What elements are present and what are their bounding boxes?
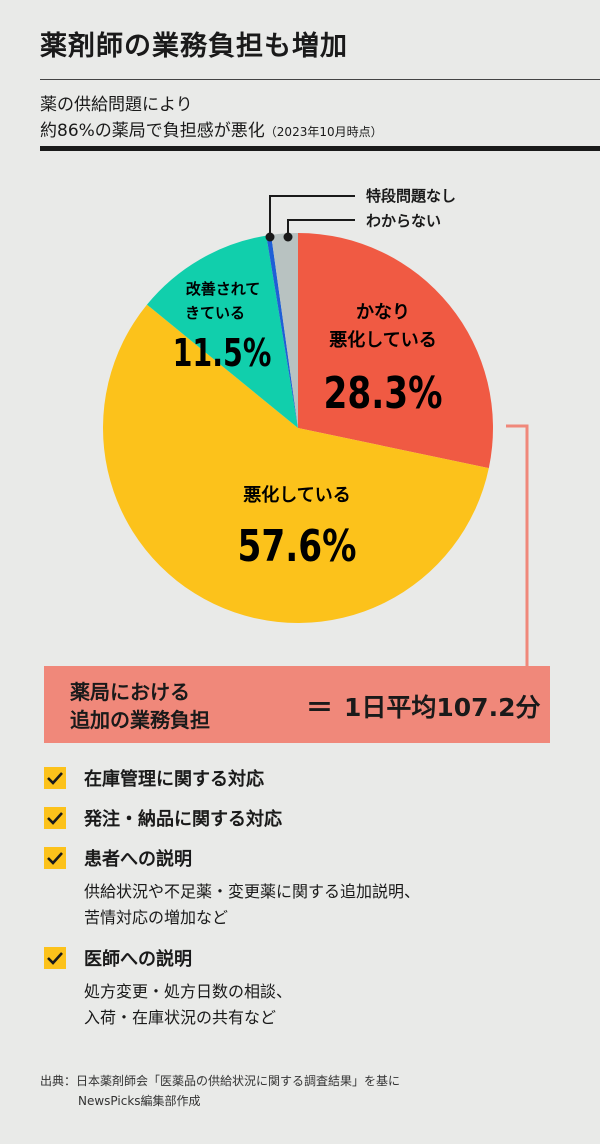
item-label: 医師への説明 — [84, 949, 192, 970]
connector-dot-tokudan — [265, 232, 275, 242]
source-line-2: NewsPicks編集部作成 — [78, 1094, 201, 1108]
item-label: 患者への説明 — [84, 849, 192, 870]
checkmark-icon — [44, 947, 66, 969]
list-item: 患者への説明 供給状況や不足薬・変更薬に関する追加説明、 苦情対応の増加など — [44, 845, 584, 931]
pie-chart: 特段問題なし わからない かなり 悪化している 28.3% 悪化している 57.… — [102, 187, 529, 666]
list-item: 医師への説明 処方変更・処方日数の相談、 入荷・在庫状況の共有など — [44, 945, 584, 1031]
item-detail-line: 処方変更・処方日数の相談、 — [84, 982, 293, 1001]
item-detail: 処方変更・処方日数の相談、 入荷・在庫状況の共有など — [84, 979, 584, 1031]
legend-wakaranai: わからない — [366, 212, 441, 230]
item-detail-line: 入荷・在庫状況の共有など — [84, 1008, 277, 1027]
bracket-line — [506, 424, 529, 666]
callout-label-line-2: 追加の業務負担 — [70, 708, 210, 732]
slice-value-kaizen: 11.5% — [173, 331, 272, 375]
item-label: 在庫管理に関する対応 — [84, 769, 264, 790]
title-divider — [40, 79, 600, 80]
slice-label-kanari-1: かなり — [356, 302, 410, 323]
item-detail: 供給状況や不足薬・変更薬に関する追加説明、 苦情対応の増加など — [84, 879, 584, 931]
item-label: 発注・納品に関する対応 — [84, 809, 282, 830]
subtitle-main: 約86%の薬局で負担感が悪化 — [40, 121, 265, 141]
item-detail-line: 苦情対応の増加など — [84, 908, 229, 927]
list-item: 在庫管理に関する対応 — [44, 765, 584, 791]
source-note: 出典：日本薬剤師会「医薬品の供給状況に関する調査結果」を基に NewsPicks… — [40, 1071, 400, 1111]
page-title: 薬剤師の業務負担も増加 — [40, 31, 348, 62]
slice-tokudan-nashi — [266, 234, 298, 428]
checkmark-icon — [44, 807, 66, 829]
slice-kanari-akka — [298, 233, 493, 469]
subtitle-divider — [40, 146, 600, 151]
item-detail-line: 供給状況や不足薬・変更薬に関する追加説明、 — [84, 882, 421, 901]
legend-tokudan: 特段問題なし — [366, 187, 456, 205]
subtitle: 薬の供給問題により 約86%の薬局で負担感が悪化（2023年10月時点） — [40, 92, 383, 145]
subtitle-line-2: 約86%の薬局で負担感が悪化（2023年10月時点） — [40, 118, 383, 145]
slice-kaizen — [146, 235, 298, 428]
callout-label: 薬局における 追加の業務負担 — [70, 678, 210, 734]
connector-tokudan — [269, 195, 355, 237]
slice-value-akka: 57.6% — [237, 521, 356, 572]
slice-label-akka: 悪化している — [243, 484, 350, 506]
connector-dot-wakaranai — [283, 232, 293, 242]
callout-equals: ＝ — [306, 693, 333, 724]
list-item: 発注・納品に関する対応 — [44, 805, 584, 831]
subtitle-date-note: （2023年10月時点） — [264, 125, 383, 139]
slice-label-kanari-2: 悪化している — [329, 329, 436, 351]
slice-label-kaizen-1: 改善されて — [186, 280, 261, 298]
subtitle-line-1: 薬の供給問題により — [40, 95, 193, 115]
checkmark-icon — [44, 767, 66, 789]
callout-value: 1日平均107.2分 — [344, 693, 541, 722]
small-slice-connectors: 特段問題なし わからない — [265, 187, 456, 242]
source-line-1: 出典：日本薬剤師会「医薬品の供給状況に関する調査結果」を基に — [40, 1074, 401, 1088]
slice-label-kaizen-2: きている — [185, 304, 245, 322]
connector-wakaranai — [287, 219, 355, 237]
callout-label-line-1: 薬局における — [70, 680, 190, 704]
checkmark-icon — [44, 847, 66, 869]
slice-value-kanari: 28.3% — [323, 368, 442, 419]
additional-burden-callout: 薬局における 追加の業務負担 ＝ 1日平均107.2分 — [44, 666, 550, 743]
burden-item-list: 在庫管理に関する対応 発注・納品に関する対応 患者への説明 供給状況や不足薬・変… — [44, 765, 584, 1045]
slice-akka — [102, 304, 489, 624]
slice-wakaranai — [271, 233, 298, 428]
